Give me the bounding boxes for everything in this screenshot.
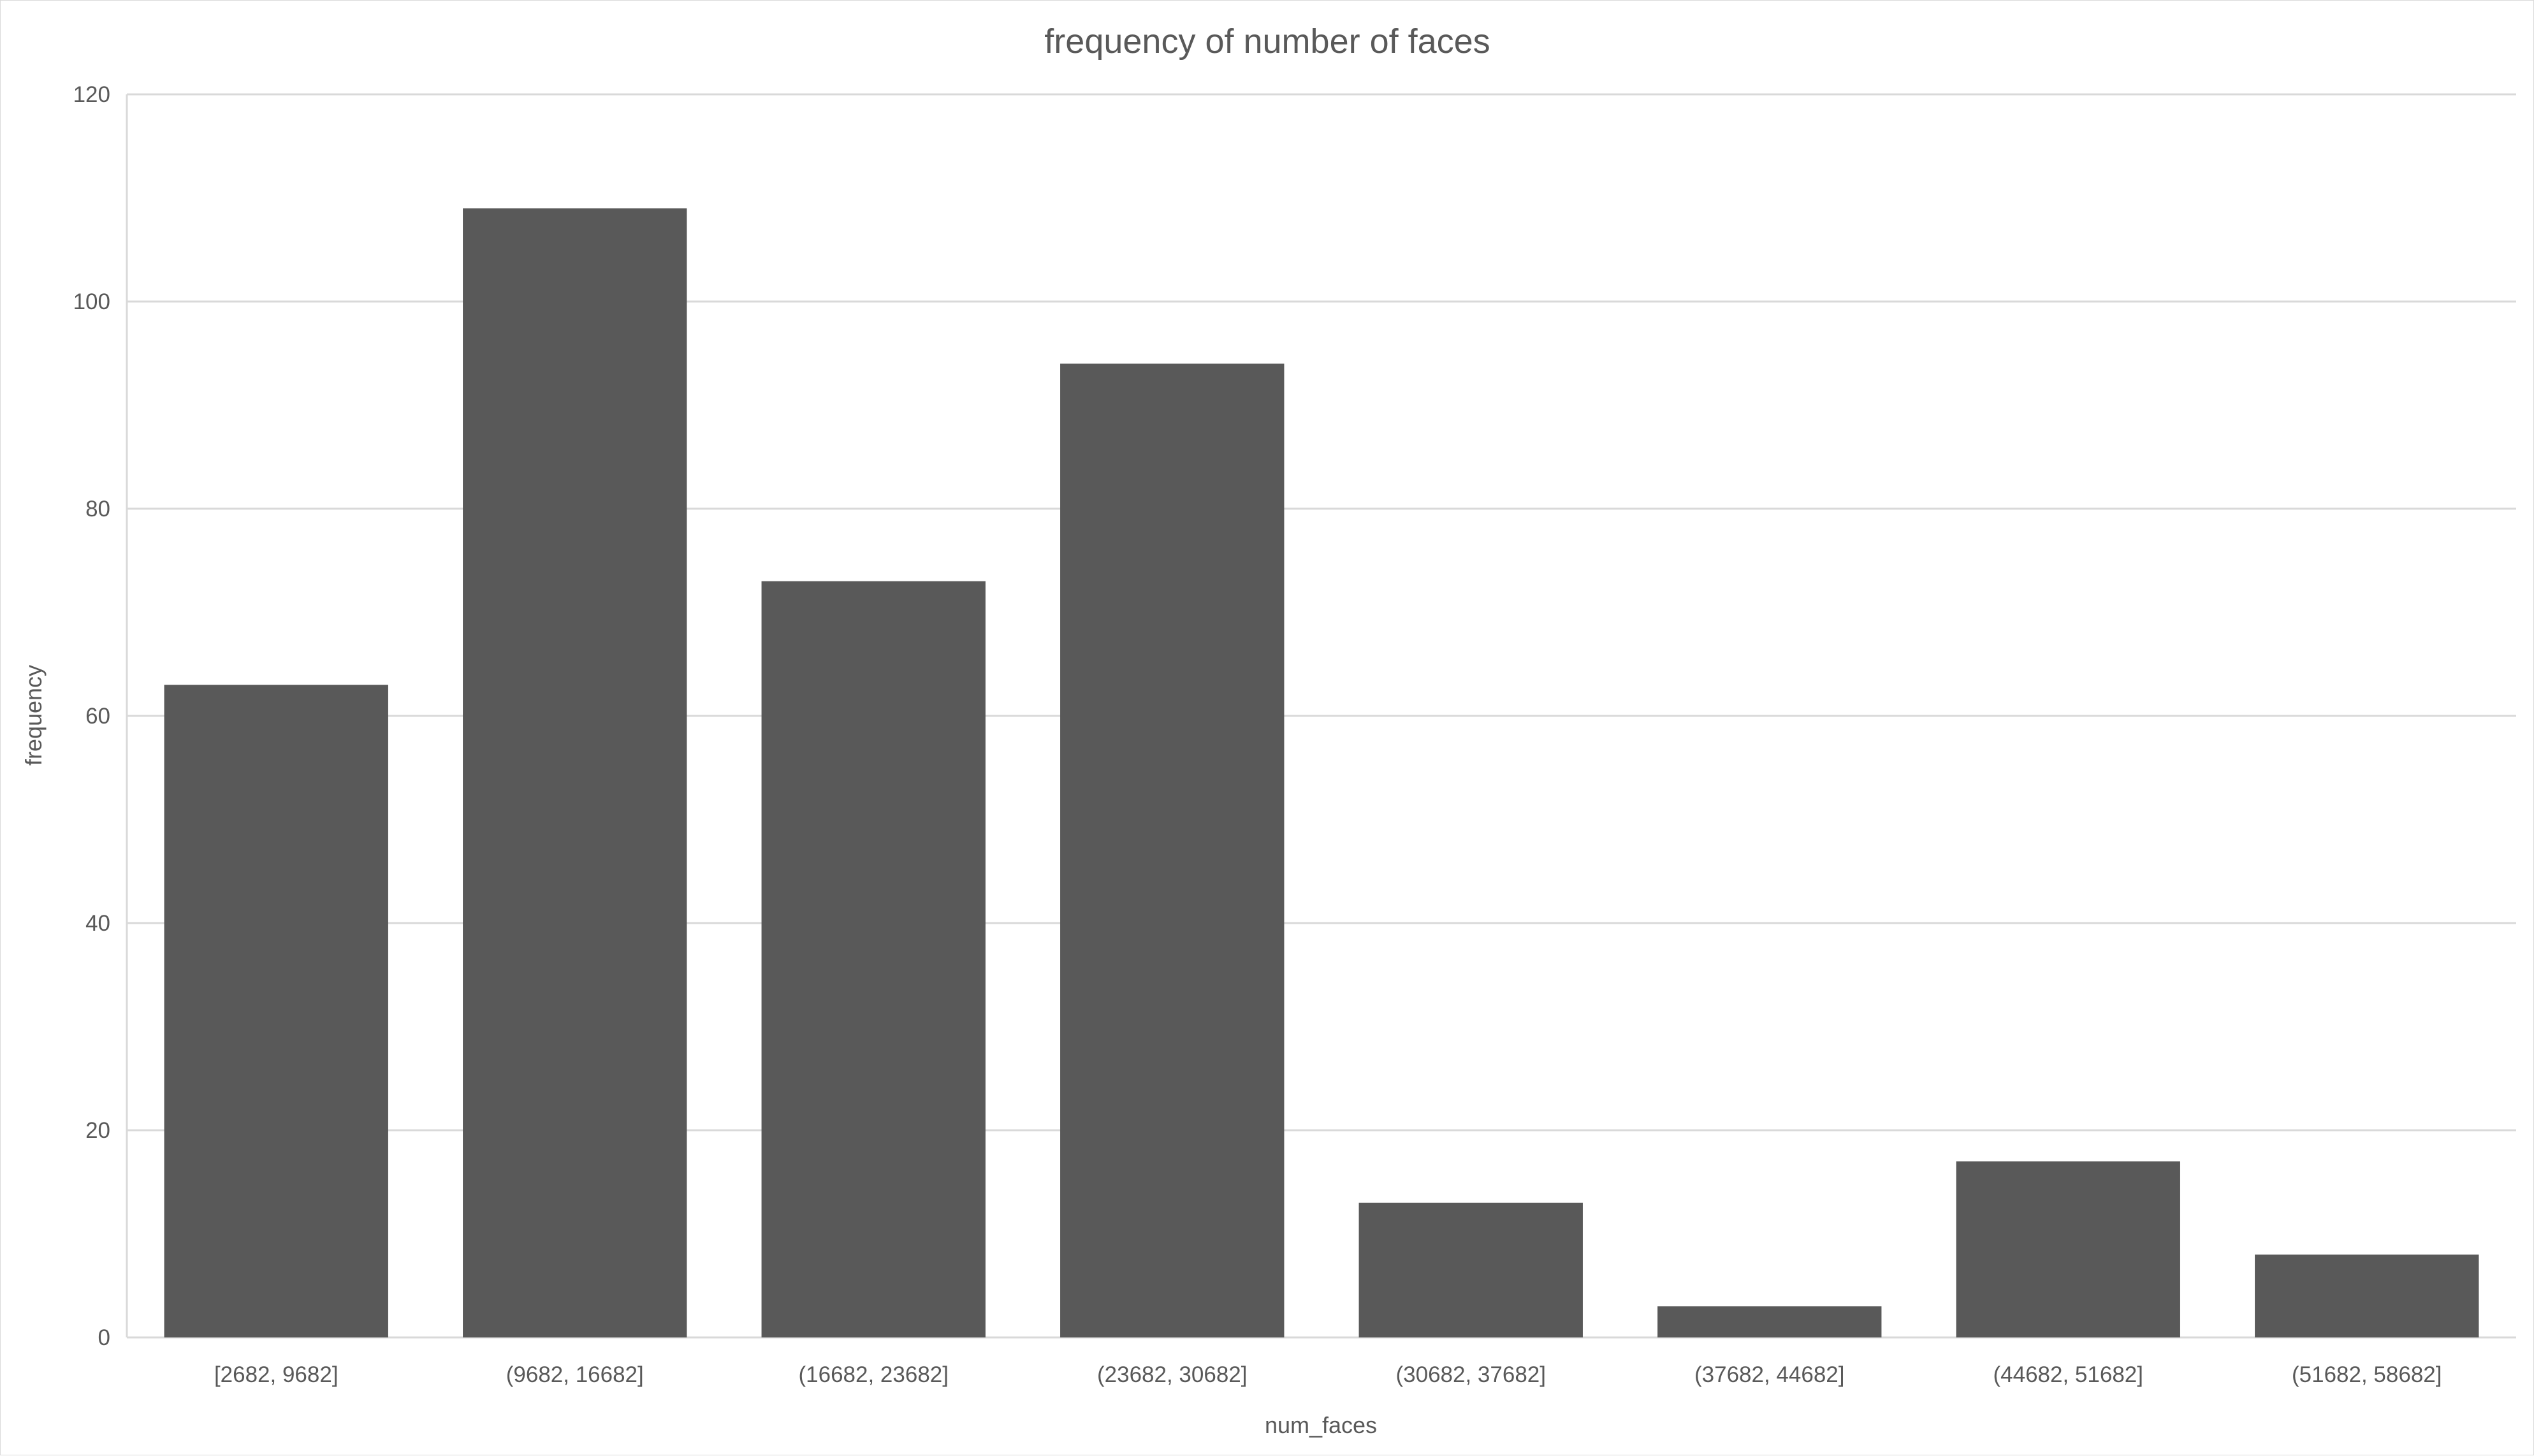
y-tick-label: 60 (85, 704, 110, 729)
x-tick-label: (44682, 51682] (1993, 1362, 2143, 1387)
bar (463, 208, 687, 1337)
x-tick-label: (37682, 44682] (1694, 1362, 1844, 1387)
x-tick-label: (23682, 30682] (1097, 1362, 1247, 1387)
x-tick-label: (9682, 16682] (506, 1362, 644, 1387)
bar (1956, 1161, 2180, 1337)
x-axis-title: num_faces (1265, 1412, 1377, 1438)
bar (1657, 1306, 1882, 1337)
x-tick-label: (16682, 23682] (799, 1362, 949, 1387)
y-tick-label: 40 (85, 911, 110, 936)
y-tick-label: 80 (85, 497, 110, 521)
bar (1358, 1202, 1583, 1337)
bar (164, 685, 388, 1337)
bar (761, 581, 986, 1337)
chart-title: frequency of number of faces (1044, 22, 1490, 61)
y-axis-ticks: 0 20 40 60 80 100 120 (73, 82, 110, 1350)
bars (164, 208, 2479, 1337)
bar (1060, 363, 1285, 1337)
x-axis-ticks: [2682, 9682] (9682, 16682] (16682, 23682] (… (214, 1362, 2442, 1387)
y-tick-label: 120 (73, 82, 110, 107)
x-tick-label: [2682, 9682] (214, 1362, 339, 1387)
x-tick-label: (51682, 58682] (2292, 1362, 2442, 1387)
y-tick-label: 0 (98, 1325, 110, 1350)
y-tick-label: 20 (85, 1118, 110, 1143)
bar (2255, 1255, 2479, 1337)
x-tick-label: (30682, 37682] (1396, 1362, 1546, 1387)
y-axis-title: frequency (20, 665, 47, 766)
y-tick-label: 100 (73, 289, 110, 314)
